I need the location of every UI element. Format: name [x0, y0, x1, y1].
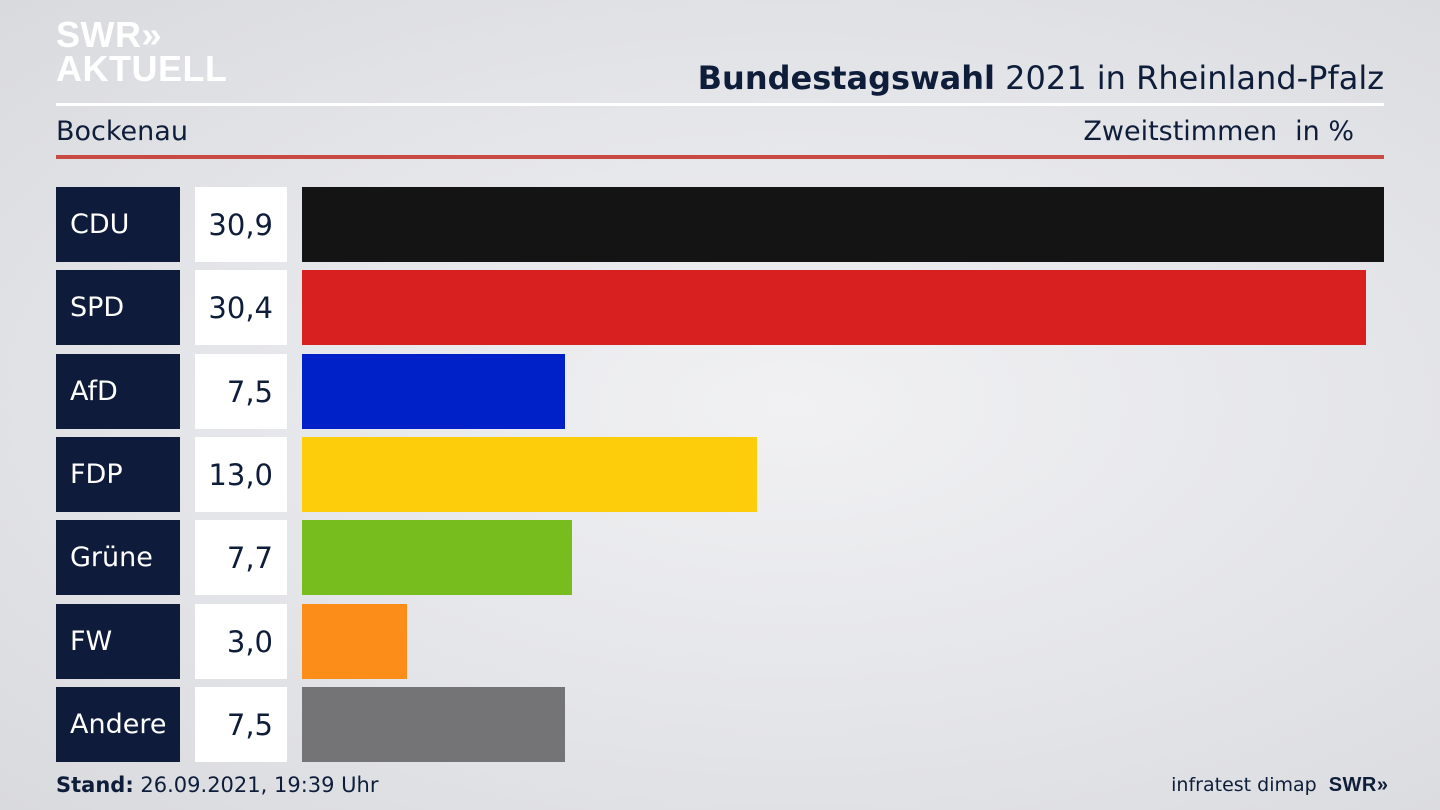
value-label: 30,9 — [195, 187, 287, 262]
value-label: 7,5 — [195, 354, 287, 429]
subheader-divider — [56, 155, 1384, 159]
value-label: 30,4 — [195, 270, 287, 345]
bar — [302, 270, 1366, 345]
chart-row: CDU 30,9 — [56, 187, 1384, 262]
logo-swr-text: SWR — [56, 14, 142, 55]
bar — [302, 437, 757, 512]
chart-row: Andere 7,5 — [56, 687, 1384, 762]
swr-footer-text: SWR — [1328, 774, 1377, 796]
party-label: SPD — [56, 270, 180, 345]
bar — [302, 520, 572, 595]
swr-footer-arrows-icon: » — [1376, 774, 1388, 796]
metric-label: Zweitstimmen in % — [1083, 116, 1354, 148]
stand-label: Stand: — [56, 773, 134, 797]
logo-aktuell-text: AKTUELL — [56, 48, 228, 89]
swr-aktuell-logo: SWR» AKTUELL — [56, 17, 228, 89]
party-label: CDU — [56, 187, 180, 262]
party-label: Andere — [56, 687, 180, 762]
bar — [302, 604, 407, 679]
title-rest: 2021 in Rheinland-Pfalz — [995, 59, 1384, 97]
value-label: 7,5 — [195, 687, 287, 762]
chart-row: Grüne 7,7 — [56, 520, 1384, 595]
bar — [302, 687, 565, 762]
value-label: 7,7 — [195, 520, 287, 595]
party-label: FW — [56, 604, 180, 679]
title-bold: Bundestagswahl — [697, 59, 995, 97]
source-credit: infratest dimap SWR» — [1171, 771, 1388, 799]
bar — [302, 354, 565, 429]
party-label: AfD — [56, 354, 180, 429]
value-label: 3,0 — [195, 604, 287, 679]
metric-name: Zweitstimmen — [1083, 116, 1278, 147]
chart-row: AfD 7,5 — [56, 354, 1384, 429]
swr-footer-logo: SWR» — [1328, 771, 1388, 799]
party-label: Grüne — [56, 520, 180, 595]
timestamp: Stand: 26.09.2021, 19:39 Uhr — [56, 771, 379, 799]
unit-label: in % — [1295, 116, 1354, 147]
party-label: FDP — [56, 437, 180, 512]
header-divider — [56, 103, 1384, 106]
bar — [302, 187, 1384, 262]
chart-row: FDP 13,0 — [56, 437, 1384, 512]
page-title: Bundestagswahl 2021 in Rheinland-Pfalz — [698, 58, 1384, 98]
chart-row: SPD 30,4 — [56, 270, 1384, 345]
stand-value: 26.09.2021, 19:39 Uhr — [133, 773, 379, 797]
chart-row: FW 3,0 — [56, 604, 1384, 679]
source-label: infratest dimap — [1171, 774, 1317, 796]
value-label: 13,0 — [195, 437, 287, 512]
region-label: Bockenau — [56, 116, 188, 147]
